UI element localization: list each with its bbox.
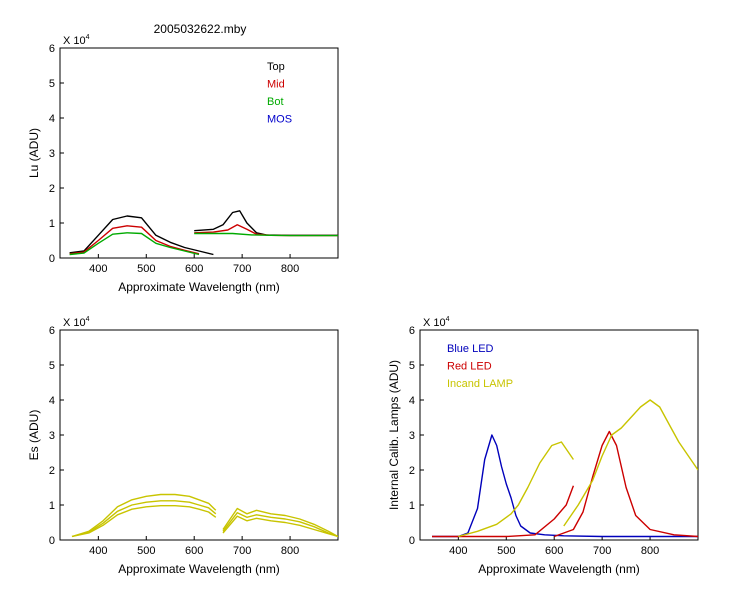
legend-entry-mid: Mid (267, 79, 285, 91)
chart-panel-2: 0 1 2 3 4 5 6 400 500 600 700 800 X 104 Approximate W… (387, 316, 699, 576)
chart-panel-1: 0 1 2 3 4 5 6 400 500 600 700 800 X 104 Approximate W… (27, 316, 339, 576)
y-tick-label: 4 (49, 113, 55, 125)
y-axis-label: Es (ADU) (27, 410, 41, 461)
x-tick-label: 400 (89, 545, 107, 557)
x-tick-label: 600 (185, 545, 203, 557)
axis-multiplier: X 104 (63, 316, 90, 329)
x-tick-label: 500 (137, 263, 155, 275)
y-tick-label: 2 (409, 465, 415, 477)
x-axis-label: Approximate Wavelength (nm) (118, 562, 280, 576)
y-tick-label: 5 (49, 78, 55, 90)
y-tick-label: 4 (409, 395, 415, 407)
x-tick-label: 800 (281, 545, 299, 557)
y-tick-label: 0 (49, 535, 55, 547)
y-tick-label: 6 (409, 325, 415, 337)
axis-multiplier-exponent: 4 (446, 316, 450, 323)
y-tick-label: 3 (49, 430, 55, 442)
axis-multiplier-exponent: 4 (86, 34, 90, 41)
series-line-trace-4 (222, 512, 338, 538)
plot-frame (59, 47, 339, 259)
series-line-blue-led-0 (432, 434, 698, 538)
x-tick-label: 600 (545, 545, 563, 557)
series-line-incand-lamp-4 (563, 399, 698, 527)
series-line-bot-4 (69, 232, 200, 256)
series-line-bot-5 (194, 232, 338, 237)
y-tick-label: 2 (49, 465, 55, 477)
x-tick-label: 700 (233, 263, 251, 275)
x-tick-label: 400 (89, 263, 107, 275)
legend-entry-incand-lamp: Incand LAMP (447, 378, 513, 390)
legend-entry-top: Top (267, 61, 285, 73)
y-tick-label: 4 (49, 395, 55, 407)
y-tick-label: 6 (49, 325, 55, 337)
series-group (71, 493, 338, 538)
series-line-trace-3 (222, 507, 338, 538)
x-tick-label: 800 (641, 545, 659, 557)
y-tick-label: 3 (409, 430, 415, 442)
series-group (69, 210, 338, 256)
x-axis-label: Approximate Wavelength (nm) (118, 280, 280, 294)
series-group (432, 399, 698, 538)
y-tick-label: 3 (49, 148, 55, 160)
series-line-mid-2 (69, 225, 200, 255)
y-tick-label: 6 (49, 43, 55, 55)
x-tick-label: 800 (281, 263, 299, 275)
y-tick-label: 5 (49, 360, 55, 372)
x-tick-label: 600 (185, 263, 203, 275)
series-line-top-0 (69, 215, 214, 256)
series-line-red-led-1 (432, 485, 575, 538)
x-tick-label: 500 (497, 545, 515, 557)
series-line-red-led-2 (553, 430, 698, 538)
series-line-trace-0 (71, 493, 217, 538)
y-tick-label: 2 (49, 183, 55, 195)
legend-entry-mos: MOS (267, 114, 292, 126)
axis-multiplier: X 104 (423, 316, 450, 329)
x-tick-label: 400 (449, 545, 467, 557)
legend-entry-red-led: Red LED (447, 361, 492, 373)
series-line-trace-2 (71, 505, 217, 538)
y-axis-label: Lu (ADU) (27, 128, 41, 178)
chart-panel-0: 0 1 2 3 4 5 6 400 500 600 700 800 X 104 Approximate W… (27, 34, 339, 294)
x-tick-label: 700 (233, 545, 251, 557)
x-axis-label: Approximate Wavelength (nm) (478, 562, 640, 576)
x-tick-label: 700 (593, 545, 611, 557)
x-tick-label: 500 (137, 545, 155, 557)
axis-multiplier: X 104 (63, 34, 90, 47)
legend-entry-bot: Bot (267, 96, 284, 108)
y-tick-label: 1 (49, 500, 55, 512)
y-tick-label: 0 (49, 253, 55, 265)
y-tick-label: 1 (49, 218, 55, 230)
series-line-trace-1 (71, 500, 217, 538)
legend-entry-blue-led: Blue LED (447, 343, 494, 355)
series-line-incand-lamp-3 (458, 441, 574, 538)
y-tick-label: 0 (409, 535, 415, 547)
series-line-trace-5 (222, 515, 338, 538)
axis-multiplier-exponent: 4 (86, 316, 90, 323)
y-tick-label: 5 (409, 360, 415, 372)
figure-title: 2005032622.mby (153, 22, 247, 36)
y-tick-label: 1 (409, 500, 415, 512)
y-axis-label: Internal Calib. Lamps (ADU) (387, 360, 401, 510)
